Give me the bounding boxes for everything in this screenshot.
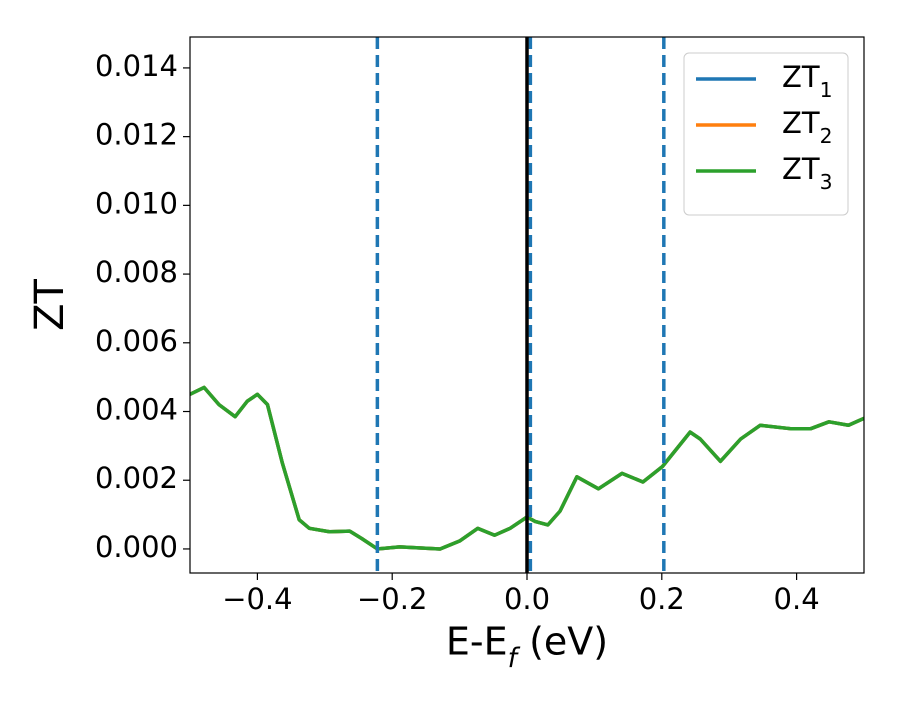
legend-box xyxy=(683,52,849,216)
y-tick-label: 0.004 xyxy=(95,393,178,427)
series-line xyxy=(190,385,864,551)
plot-frame xyxy=(189,36,865,574)
y-tick-label: 0.010 xyxy=(95,186,178,220)
x-tick-label: −0.4 xyxy=(222,582,292,616)
y-tick-label: 0.000 xyxy=(95,530,178,564)
y-tick-label: 0.008 xyxy=(95,255,178,289)
y-tick-label: 0.012 xyxy=(95,118,178,152)
y-tick-label: 0.002 xyxy=(95,461,178,495)
y-tick-label: 0.014 xyxy=(95,49,178,83)
x-tick-label: 0.4 xyxy=(774,582,820,616)
x-tick-label: −0.2 xyxy=(357,582,427,616)
x-tick-label: 0.0 xyxy=(504,582,550,616)
x-tick-label: 0.2 xyxy=(639,582,685,616)
y-axis-label: ZT xyxy=(27,279,73,331)
y-tick-label: 0.006 xyxy=(95,324,178,358)
